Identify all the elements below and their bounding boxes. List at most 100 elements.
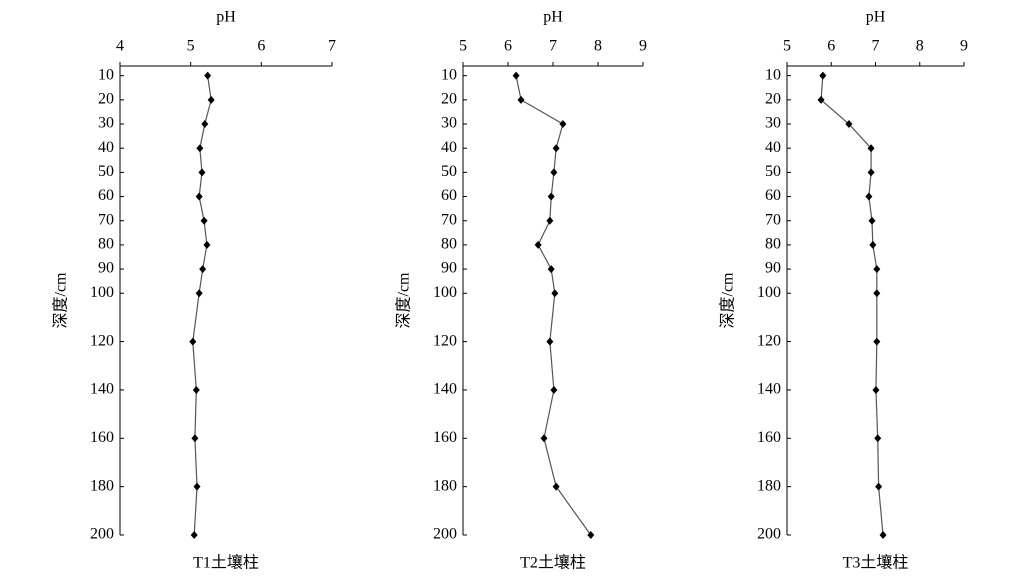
data-point <box>868 216 876 225</box>
data-point <box>865 192 873 201</box>
y-tick-label: 100 <box>757 284 781 301</box>
x-tick-label: 6 <box>257 38 265 55</box>
y-tick-label: 60 <box>98 187 114 204</box>
data-point <box>873 265 881 274</box>
y-tick-label: 30 <box>98 115 114 132</box>
y-axis-label: 深度/cm <box>719 272 737 329</box>
data-point <box>195 192 203 201</box>
y-tick-label: 60 <box>441 187 457 204</box>
data-point <box>517 95 525 104</box>
x-axis-label: pH <box>543 9 563 26</box>
y-tick-label: 70 <box>765 211 781 228</box>
x-tick-label: 4 <box>116 38 124 55</box>
data-point <box>200 216 208 225</box>
profile-line <box>192 75 212 536</box>
y-tick-label: 160 <box>90 429 114 446</box>
data-point <box>512 71 520 80</box>
x-tick-label: 5 <box>459 38 467 55</box>
x-tick-label: 9 <box>960 38 968 55</box>
y-tick-label: 20 <box>98 91 114 108</box>
data-point <box>587 531 595 539</box>
y-tick-label: 20 <box>765 91 781 108</box>
y-tick-label: 80 <box>765 236 781 253</box>
y-tick-label: 10 <box>98 66 114 83</box>
data-point <box>189 337 197 346</box>
y-tick-label: 200 <box>757 526 781 543</box>
x-tick-label: 5 <box>187 38 195 55</box>
data-point <box>845 120 853 129</box>
y-tick-label: 200 <box>433 526 457 543</box>
y-tick-label: 140 <box>90 381 114 398</box>
data-point <box>547 265 555 274</box>
y-tick-label: 120 <box>757 332 781 349</box>
data-point <box>196 144 204 153</box>
y-tick-label: 40 <box>441 139 457 156</box>
data-point <box>199 265 207 274</box>
x-tick-label: 8 <box>916 38 924 55</box>
y-axis-label: 深度/cm <box>52 272 70 329</box>
y-tick-label: 10 <box>765 66 781 83</box>
data-point <box>873 289 881 298</box>
y-tick-label: 100 <box>90 284 114 301</box>
data-point <box>195 289 203 298</box>
chart-title: T2土壤柱 <box>520 553 586 572</box>
data-point <box>819 71 827 80</box>
x-axis-label: pH <box>866 9 886 26</box>
y-tick-label: 180 <box>757 477 781 494</box>
data-point <box>191 434 199 443</box>
data-point <box>193 482 201 491</box>
y-tick-label: 140 <box>433 381 457 398</box>
data-point <box>198 168 206 177</box>
y-tick-label: 50 <box>765 163 781 180</box>
x-tick-label: 9 <box>639 38 647 55</box>
y-tick-label: 120 <box>90 332 114 349</box>
x-tick-label: 5 <box>783 38 791 55</box>
y-axis-label: 深度/cm <box>395 272 413 329</box>
y-tick-label: 30 <box>441 115 457 132</box>
data-point <box>874 434 882 443</box>
y-tick-label: 70 <box>98 211 114 228</box>
chart-title: T1土壤柱 <box>193 553 259 572</box>
data-point <box>534 240 542 249</box>
data-point <box>879 531 887 539</box>
data-point <box>873 337 881 346</box>
x-axis-label: pH <box>216 9 236 26</box>
data-point <box>203 240 211 249</box>
data-point <box>559 120 567 129</box>
y-tick-label: 200 <box>90 526 114 543</box>
data-point <box>869 240 877 249</box>
y-tick-label: 160 <box>757 429 781 446</box>
data-point <box>207 95 215 104</box>
y-tick-label: 30 <box>765 115 781 132</box>
profile-line <box>515 75 592 536</box>
y-tick-label: 90 <box>765 260 781 277</box>
y-tick-label: 140 <box>757 381 781 398</box>
data-point <box>550 168 558 177</box>
y-tick-label: 100 <box>433 284 457 301</box>
x-tick-label: 7 <box>549 38 557 55</box>
y-tick-label: 50 <box>441 163 457 180</box>
y-tick-label: 180 <box>433 477 457 494</box>
data-point <box>552 482 560 491</box>
profile-line <box>820 75 884 536</box>
chart-title: T3土壤柱 <box>843 553 909 572</box>
data-point <box>867 144 875 153</box>
data-point <box>550 385 558 394</box>
data-point <box>201 120 209 129</box>
y-tick-label: 80 <box>441 236 457 253</box>
data-point <box>192 385 200 394</box>
x-tick-label: 6 <box>827 38 835 55</box>
y-tick-label: 180 <box>90 477 114 494</box>
data-point <box>540 434 548 443</box>
x-tick-label: 7 <box>328 38 336 55</box>
y-tick-label: 10 <box>441 66 457 83</box>
data-point <box>546 337 554 346</box>
x-tick-label: 6 <box>504 38 512 55</box>
data-point <box>551 289 559 298</box>
data-point <box>867 168 875 177</box>
x-tick-label: 8 <box>594 38 602 55</box>
y-tick-label: 120 <box>433 332 457 349</box>
data-point <box>190 531 198 539</box>
